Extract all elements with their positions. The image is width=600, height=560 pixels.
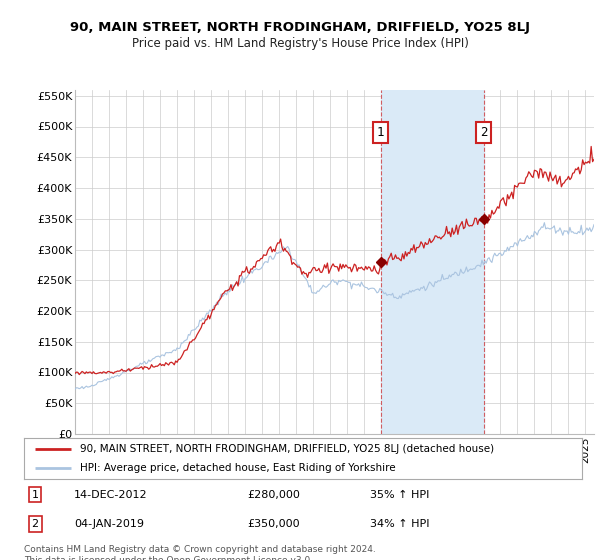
Text: £280,000: £280,000: [247, 489, 300, 500]
Bar: [380, 90, 484, 434]
Text: £350,000: £350,000: [247, 519, 300, 529]
Text: 2: 2: [480, 126, 487, 139]
Text: Price paid vs. HM Land Registry's House Price Index (HPI): Price paid vs. HM Land Registry's House …: [131, 37, 469, 50]
Text: Contains HM Land Registry data © Crown copyright and database right 2024.
This d: Contains HM Land Registry data © Crown c…: [24, 545, 376, 560]
Text: 14-DEC-2012: 14-DEC-2012: [74, 489, 148, 500]
Text: 1: 1: [377, 126, 385, 139]
Text: 2: 2: [32, 519, 39, 529]
Text: 90, MAIN STREET, NORTH FRODINGHAM, DRIFFIELD, YO25 8LJ (detached house): 90, MAIN STREET, NORTH FRODINGHAM, DRIFF…: [80, 445, 494, 454]
Text: 1: 1: [32, 489, 38, 500]
Text: HPI: Average price, detached house, East Riding of Yorkshire: HPI: Average price, detached house, East…: [80, 463, 395, 473]
Text: 04-JAN-2019: 04-JAN-2019: [74, 519, 144, 529]
Text: 34% ↑ HPI: 34% ↑ HPI: [370, 519, 430, 529]
Text: 35% ↑ HPI: 35% ↑ HPI: [370, 489, 430, 500]
Text: 90, MAIN STREET, NORTH FRODINGHAM, DRIFFIELD, YO25 8LJ: 90, MAIN STREET, NORTH FRODINGHAM, DRIFF…: [70, 21, 530, 34]
